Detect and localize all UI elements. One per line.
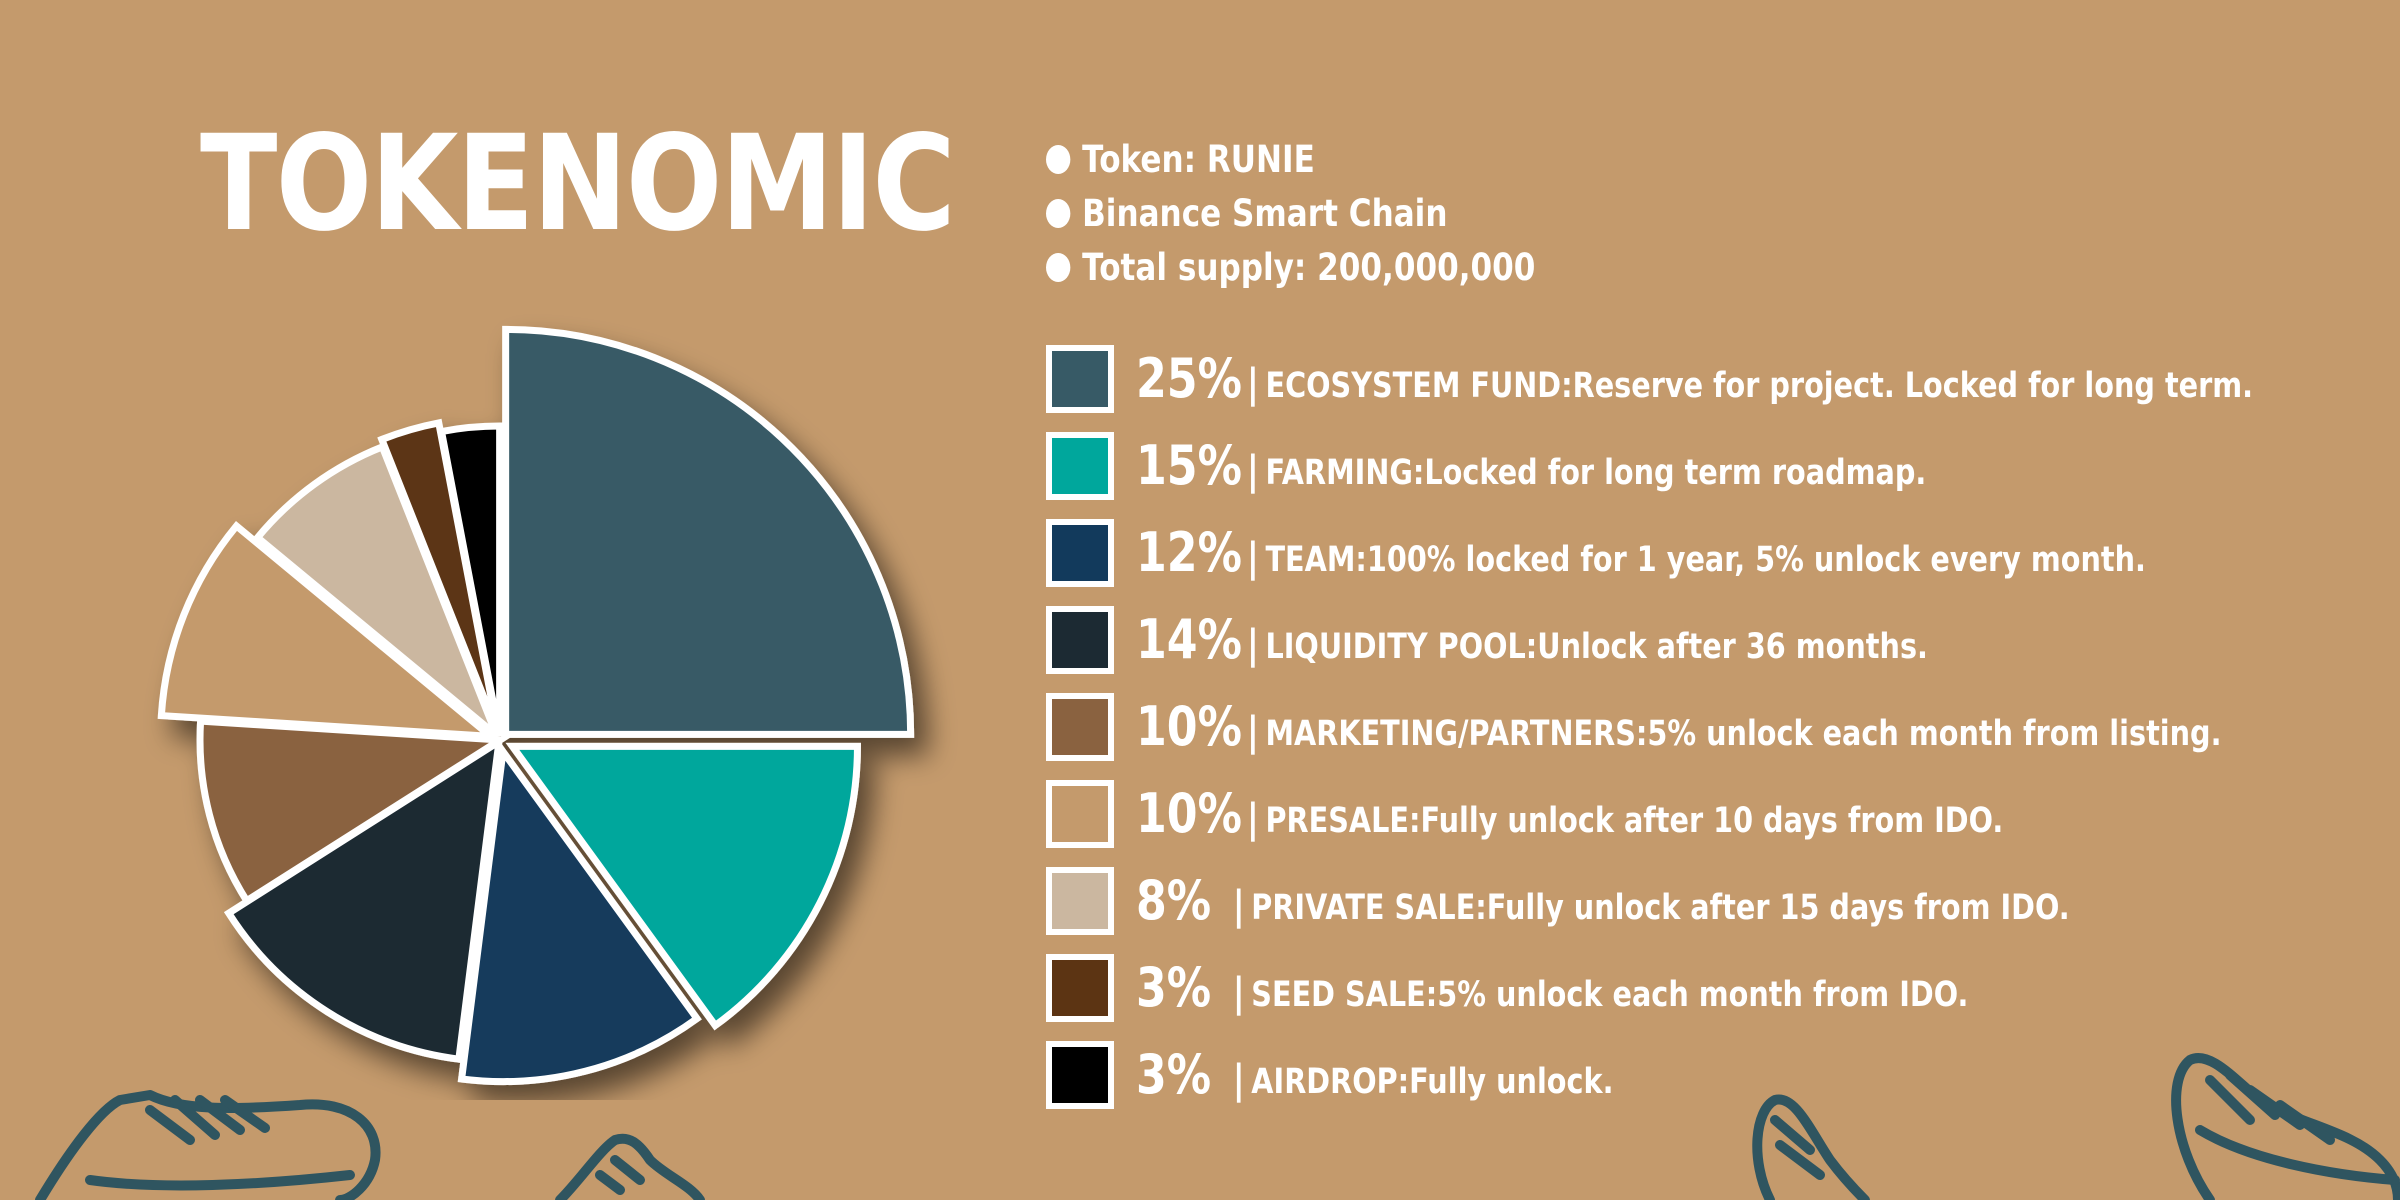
legend-separator: | xyxy=(1246,448,1259,494)
legend-percent: 8% xyxy=(1136,869,1212,932)
sneaker-icon xyxy=(2171,1053,2400,1200)
legend-percent: 14% xyxy=(1136,608,1242,671)
legend-category: ECOSYSTEM FUND: xyxy=(1265,366,1573,406)
legend-percent: 15% xyxy=(1136,434,1242,497)
legend-swatch xyxy=(1046,518,1114,587)
legend-separator: | xyxy=(1246,361,1259,407)
bullet-dot-icon xyxy=(1046,144,1071,174)
bullet-dot-icon xyxy=(1046,198,1071,228)
legend-category: PRIVATE SALE: xyxy=(1251,888,1487,928)
pie-slice-airdrop xyxy=(437,422,504,737)
legend-description: 100% locked for 1 year, 5% unlock every … xyxy=(1366,540,2146,580)
legend-category: TEAM: xyxy=(1265,540,1367,580)
legend-swatch xyxy=(1046,779,1114,848)
legend-swatch xyxy=(1046,431,1114,500)
legend-description: Unlock after 36 months. xyxy=(1537,627,1928,667)
page-title: TOKENOMIC xyxy=(200,107,956,261)
pie-slice-ecosystem-fund xyxy=(502,325,915,738)
legend-item: 25% | ECOSYSTEM FUND: Reserve for project.… xyxy=(1046,335,2400,422)
legend-category: SEED SALE: xyxy=(1251,975,1438,1015)
token-info-item: Token: RUNIE xyxy=(1046,132,1535,186)
sneaker-icon xyxy=(35,1090,381,1200)
token-info-item: Binance Smart Chain xyxy=(1046,186,1535,240)
pie-slice-marketing-partners xyxy=(196,717,511,906)
bullet-dot-icon xyxy=(1046,252,1071,282)
pie-slice-farming xyxy=(505,742,861,1031)
legend-item: 10% | PRESALE: Fully unlock after 10 days … xyxy=(1046,770,2400,857)
pie-slice-liquidity-pool xyxy=(223,734,504,1064)
legend-separator: | xyxy=(1232,1057,1245,1103)
legend-item: 12% | TEAM: 100% locked for 1 year, 5% unl… xyxy=(1046,509,2400,596)
legend-swatch xyxy=(1046,866,1114,935)
sneaker-icon xyxy=(1752,1094,1870,1200)
legend-separator: | xyxy=(1246,796,1259,842)
pie-slice-team xyxy=(457,742,702,1086)
legend-category: MARKETING/PARTNERS: xyxy=(1265,714,1648,754)
sneaker-icon xyxy=(555,1133,705,1200)
legend-swatch xyxy=(1046,1040,1114,1109)
allocation-legend: 25% | ECOSYSTEM FUND: Reserve for project.… xyxy=(1046,335,2400,1118)
legend-description: Fully unlock after 10 days from IDO. xyxy=(1420,801,2004,841)
legend-percent: 10% xyxy=(1136,782,1242,845)
token-info-item: Total supply: 200,000,000 xyxy=(1046,240,1535,294)
legend-separator: | xyxy=(1232,970,1245,1016)
legend-description: Locked for long term roadmap. xyxy=(1424,453,1927,493)
pie-slice-presale xyxy=(157,521,502,741)
legend-percent: 12% xyxy=(1136,521,1242,584)
legend-item: 3% | AIRDROP: Fully unlock. xyxy=(1046,1031,2400,1118)
legend-percent: 3% xyxy=(1136,956,1212,1019)
pie-chart xyxy=(157,325,915,1086)
legend-swatch xyxy=(1046,605,1114,674)
legend-separator: | xyxy=(1246,622,1259,668)
legend-item: 8% | PRIVATE SALE: Fully unlock after 15 d… xyxy=(1046,857,2400,944)
legend-description: Reserve for project. Locked for long ter… xyxy=(1572,366,2254,406)
legend-item: 3% | SEED SALE: 5% unlock each month from … xyxy=(1046,944,2400,1031)
token-info-text: Binance Smart Chain xyxy=(1082,191,1448,235)
legend-description: Fully unlock after 15 days from IDO. xyxy=(1486,888,2070,928)
pie-slice-private-sale xyxy=(252,442,500,738)
legend-percent: 3% xyxy=(1136,1043,1212,1106)
legend-swatch xyxy=(1046,692,1114,761)
legend-item: 14% | LIQUIDITY POOL: Unlock after 36 mont… xyxy=(1046,596,2400,683)
legend-separator: | xyxy=(1246,535,1259,581)
legend-swatch xyxy=(1046,344,1114,413)
legend-description: 5% unlock each month from listing. xyxy=(1647,714,2222,754)
legend-item: 10% | MARKETING/PARTNERS: 5% unlock each m… xyxy=(1046,683,2400,770)
legend-category: PRESALE: xyxy=(1265,801,1421,841)
legend-percent: 25% xyxy=(1136,347,1242,410)
legend-percent: 10% xyxy=(1136,695,1242,758)
legend-separator: | xyxy=(1232,883,1245,929)
legend-swatch xyxy=(1046,953,1114,1022)
legend-category: LIQUIDITY POOL: xyxy=(1265,627,1538,667)
legend-item: 15% | FARMING: Locked for long term roadma… xyxy=(1046,422,2400,509)
legend-separator: | xyxy=(1246,709,1259,755)
legend-category: FARMING: xyxy=(1265,453,1425,493)
token-info-text: Token: RUNIE xyxy=(1082,137,1315,181)
legend-description: Fully unlock. xyxy=(1409,1062,1614,1102)
pie-slice-seed-sale xyxy=(377,418,502,734)
legend-description: 5% unlock each month from IDO. xyxy=(1437,975,1969,1015)
token-info-text: Total supply: 200,000,000 xyxy=(1082,245,1536,289)
legend-category: AIRDROP: xyxy=(1251,1062,1410,1102)
token-info-list: Token: RUNIE Binance Smart Chain Total s… xyxy=(1046,132,1629,294)
